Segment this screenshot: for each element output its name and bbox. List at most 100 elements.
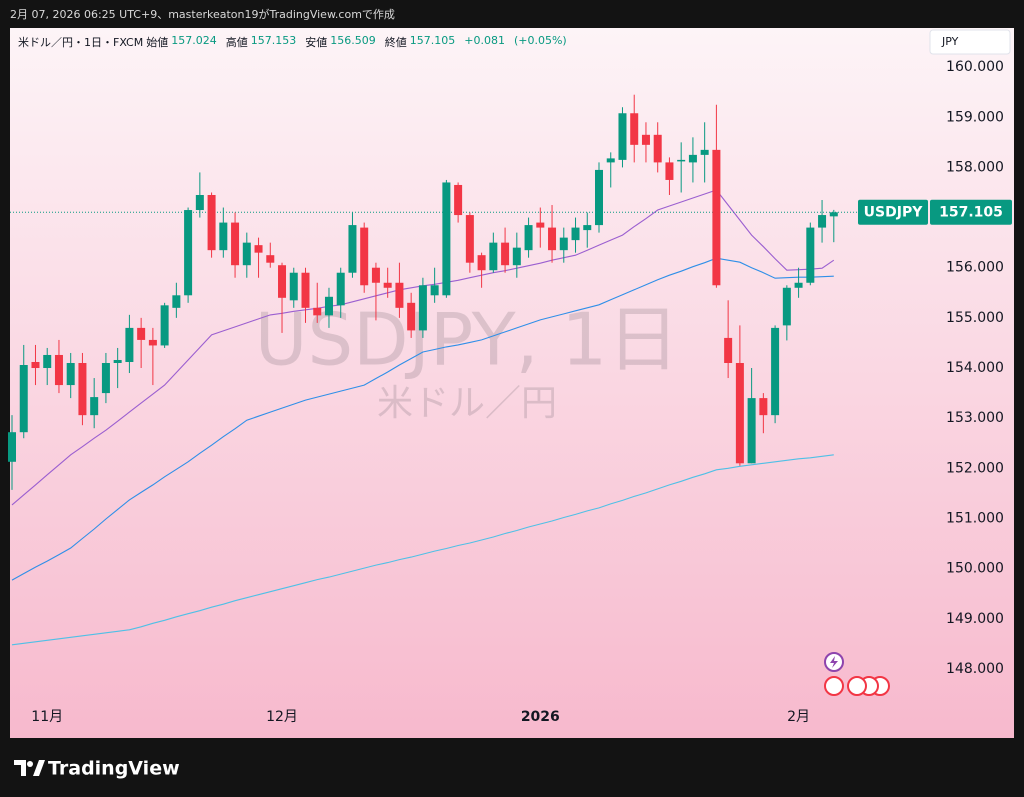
event-icons bbox=[824, 652, 890, 696]
candle-body bbox=[254, 245, 263, 253]
candle-body bbox=[137, 327, 146, 340]
candle-body bbox=[571, 227, 580, 241]
candle-body bbox=[78, 362, 87, 416]
x-tick-label: 2月 bbox=[787, 709, 810, 725]
y-tick-label: 156.000 bbox=[946, 260, 1004, 276]
watermark-subtitle: 米ドル／円 bbox=[377, 383, 557, 424]
logo-mark bbox=[27, 761, 33, 767]
candle-body bbox=[336, 272, 345, 306]
event-icon[interactable] bbox=[824, 676, 844, 696]
candle-body bbox=[43, 354, 52, 369]
candle-body bbox=[207, 194, 216, 251]
caption: 2月 07, 2026 06:25 UTC+9、masterkeaton19がT… bbox=[10, 8, 395, 21]
moving-average bbox=[11, 454, 834, 646]
y-tick-label: 151.000 bbox=[946, 510, 1004, 526]
candle-body bbox=[724, 337, 733, 363]
candle-body bbox=[524, 225, 533, 251]
ohlc-value: 156.509 bbox=[330, 34, 376, 47]
candle-body bbox=[548, 227, 557, 251]
ohlc-value: 157.024 bbox=[171, 34, 217, 47]
candle-body bbox=[477, 255, 486, 271]
candle-body bbox=[266, 255, 275, 263]
candle-body bbox=[231, 222, 240, 266]
ohlc-label: 高値 bbox=[225, 36, 248, 49]
currency: JPY bbox=[941, 35, 959, 48]
candle-body bbox=[806, 227, 815, 283]
candle-body bbox=[383, 282, 392, 288]
candle-body bbox=[313, 307, 322, 316]
candle-body bbox=[442, 182, 451, 296]
candle-body bbox=[771, 327, 780, 416]
y-tick-label: 148.000 bbox=[946, 661, 1004, 677]
x-tick-label: 2026 bbox=[521, 709, 560, 725]
candle-body bbox=[101, 362, 110, 394]
candle-body bbox=[8, 432, 16, 462]
candle-body bbox=[31, 361, 40, 369]
currency-box[interactable] bbox=[929, 29, 1011, 55]
y-tick-label: 158.000 bbox=[946, 159, 1004, 175]
y-tick-label: 152.000 bbox=[946, 460, 1004, 476]
candle-body bbox=[172, 295, 181, 308]
candle-body bbox=[536, 222, 545, 228]
candle-body bbox=[90, 397, 99, 416]
candle-body bbox=[559, 237, 568, 251]
candle-body bbox=[242, 242, 251, 266]
candle-body bbox=[371, 267, 380, 283]
candle-body bbox=[184, 210, 193, 296]
candle-body bbox=[418, 285, 427, 331]
y-tick-label: 155.000 bbox=[946, 310, 1004, 326]
candle-body bbox=[219, 222, 228, 251]
y-tick-label: 153.000 bbox=[946, 410, 1004, 426]
candle-body bbox=[289, 272, 298, 301]
candle-body bbox=[641, 134, 650, 145]
candle-body bbox=[54, 354, 63, 386]
moving-average bbox=[11, 257, 834, 581]
y-tick-label: 149.000 bbox=[946, 611, 1004, 627]
candle-body bbox=[665, 162, 674, 180]
x-tick-label: 11月 bbox=[31, 709, 63, 725]
candle-body bbox=[653, 134, 662, 163]
last-price-box bbox=[930, 199, 1012, 225]
candle-body bbox=[583, 225, 592, 231]
legend: 米ドル／円・1日・FXCM 始値 157.024 高値 157.153 安値 156.… bbox=[18, 34, 573, 50]
candle-body bbox=[301, 272, 310, 308]
candle-body bbox=[348, 225, 357, 273]
ohlc-value: 157.153 bbox=[250, 34, 297, 47]
event-icon[interactable] bbox=[847, 676, 867, 696]
logo-mark bbox=[14, 760, 26, 776]
candle-body bbox=[606, 158, 615, 163]
y-tick-label: 160.000 bbox=[946, 59, 1004, 75]
x-tick-label: 12月 bbox=[266, 709, 298, 725]
candle-body bbox=[618, 113, 627, 160]
candle-body bbox=[395, 282, 404, 308]
candle-body bbox=[148, 339, 157, 346]
candle-body bbox=[630, 113, 639, 145]
ohlc-label: 始値 bbox=[146, 36, 169, 49]
candle-body bbox=[125, 327, 134, 362]
symbol-label: USDJPY bbox=[864, 204, 924, 220]
candle-body bbox=[360, 227, 369, 286]
candle-body bbox=[501, 242, 510, 266]
y-tick-label: 150.000 bbox=[946, 561, 1004, 577]
candle-body bbox=[430, 285, 439, 296]
candle-body bbox=[195, 194, 204, 211]
logo: TradingView bbox=[14, 758, 180, 780]
symbol-title: 米ドル／円・1日・FXCM bbox=[18, 36, 144, 49]
candle-body bbox=[700, 149, 709, 155]
candle-body bbox=[454, 184, 463, 216]
logo-text: TradingView bbox=[48, 758, 180, 780]
candle-body bbox=[19, 365, 28, 433]
candle-body bbox=[782, 287, 791, 326]
candle-body bbox=[688, 154, 697, 163]
chart-background bbox=[10, 28, 1014, 738]
event-icon-bolt bbox=[830, 656, 838, 668]
y-tick-label: 154.000 bbox=[946, 360, 1004, 376]
candle-body bbox=[794, 282, 803, 288]
candle-body bbox=[735, 362, 744, 464]
logo-mark bbox=[33, 760, 45, 776]
candle-body bbox=[489, 242, 498, 271]
candle-body bbox=[160, 305, 169, 346]
ohlc-value: 157.105 bbox=[409, 34, 456, 47]
